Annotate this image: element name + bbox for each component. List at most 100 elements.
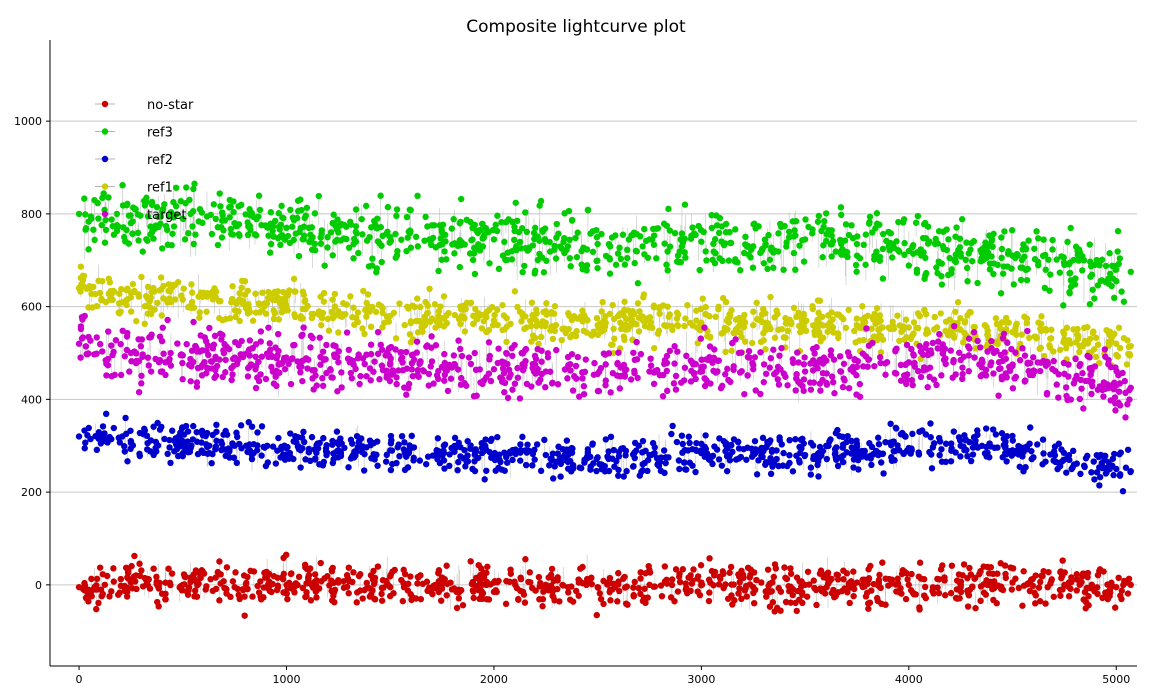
point-no-star — [637, 590, 644, 598]
point-ref1 — [364, 291, 372, 298]
point-no-star — [1020, 568, 1027, 575]
point-ref2 — [936, 451, 943, 459]
point-ref1 — [728, 347, 735, 354]
point-ref2 — [848, 437, 855, 445]
point-ref2 — [422, 460, 430, 468]
point-no-star — [391, 566, 398, 574]
point-ref1 — [901, 336, 908, 343]
point-ref2 — [203, 441, 210, 448]
point-ref2 — [681, 446, 689, 454]
point-ref2 — [1091, 476, 1098, 483]
point-ref1 — [741, 338, 749, 345]
point-ref1 — [774, 310, 781, 318]
point-ref2 — [1073, 460, 1080, 467]
point-no-star — [150, 565, 157, 572]
point-no-star — [268, 588, 275, 596]
point-no-star — [959, 572, 966, 579]
point-ref2 — [281, 442, 288, 449]
point-ref2 — [1003, 451, 1010, 458]
point-ref2 — [868, 443, 876, 451]
point-ref2 — [212, 443, 220, 450]
point-ref1 — [414, 295, 421, 302]
point-no-star — [207, 575, 214, 583]
point-no-star — [548, 565, 556, 573]
point-no-star — [269, 580, 276, 588]
point-ref2 — [1077, 470, 1084, 478]
point-no-star — [642, 570, 649, 577]
point-ref1 — [196, 309, 203, 316]
point-no-star — [559, 581, 566, 589]
point-ref2 — [874, 434, 882, 441]
point-ref2 — [602, 436, 610, 443]
point-no-star — [667, 594, 675, 601]
point-ref2 — [636, 472, 643, 479]
point-ref2 — [796, 443, 803, 451]
point-ref2 — [548, 457, 556, 464]
point-no-star — [988, 583, 996, 590]
point-ref1 — [325, 327, 333, 334]
point-ref2 — [826, 438, 833, 445]
point-no-star — [519, 588, 527, 596]
point-ref1 — [757, 338, 765, 346]
point-ref2 — [272, 460, 280, 467]
point-no-star — [303, 580, 310, 587]
point-ref2 — [279, 451, 287, 458]
point-ref2 — [446, 451, 453, 458]
series-ref2 — [75, 410, 1134, 495]
point-ref1 — [720, 329, 727, 336]
point-ref2 — [654, 461, 661, 468]
point-no-star — [241, 593, 248, 600]
point-no-star — [235, 591, 242, 599]
point-no-star — [517, 574, 524, 581]
point-no-star — [773, 604, 781, 612]
point-no-star — [1073, 587, 1080, 594]
point-no-star — [216, 597, 223, 604]
point-no-star — [106, 593, 113, 600]
point-ref1 — [331, 312, 338, 320]
point-no-star — [295, 573, 303, 581]
point-ref2 — [814, 461, 821, 469]
point-ref1 — [281, 307, 288, 314]
point-no-star — [398, 576, 405, 584]
point-no-star — [683, 584, 690, 591]
point-ref2 — [796, 449, 804, 457]
point-no-star — [716, 573, 723, 580]
point-ref2 — [1111, 450, 1118, 458]
point-no-star — [793, 574, 801, 581]
point-ref1 — [1040, 352, 1048, 360]
point-ref2 — [179, 452, 186, 459]
point-ref2 — [464, 437, 471, 445]
point-ref2 — [797, 436, 805, 443]
point-ref1 — [407, 339, 415, 346]
point-no-star — [810, 577, 817, 584]
point-ref2 — [801, 452, 808, 460]
point-ref2 — [533, 441, 541, 448]
point-ref1 — [873, 305, 881, 312]
point-no-star — [1032, 572, 1039, 579]
point-ref2 — [166, 436, 173, 444]
point-ref1 — [572, 332, 580, 340]
point-ref2 — [177, 442, 184, 450]
point-ref2 — [715, 456, 723, 463]
point-ref2 — [743, 456, 750, 463]
point-no-star — [909, 589, 917, 596]
point-no-star — [223, 590, 230, 597]
point-ref2 — [1103, 465, 1110, 473]
point-no-star — [511, 578, 518, 585]
point-ref2 — [350, 454, 358, 461]
point-no-star — [330, 592, 337, 599]
point-no-star — [816, 570, 824, 577]
point-ref2 — [95, 431, 103, 439]
point-ref2 — [82, 439, 89, 446]
point-ref2 — [274, 447, 281, 454]
point-ref2 — [322, 445, 330, 452]
point-no-star — [1108, 579, 1115, 586]
point-ref2 — [184, 438, 191, 445]
point-ref2 — [1102, 470, 1110, 477]
point-no-star — [696, 591, 704, 599]
point-no-star — [138, 567, 145, 574]
point-ref2 — [589, 440, 596, 447]
point-ref2 — [789, 468, 797, 475]
point-no-star — [280, 570, 288, 578]
point-ref2 — [668, 430, 675, 438]
